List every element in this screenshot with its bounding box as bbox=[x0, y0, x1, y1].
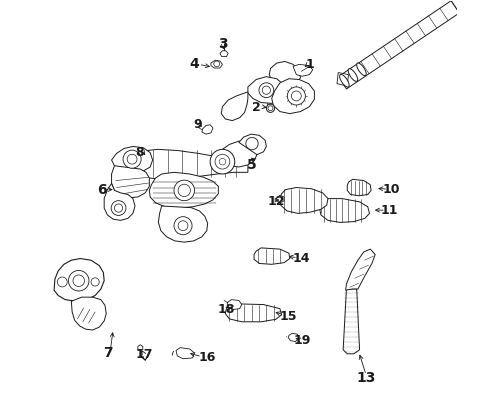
Circle shape bbox=[91, 278, 99, 286]
Text: 8: 8 bbox=[135, 146, 144, 159]
Text: 16: 16 bbox=[198, 351, 216, 365]
Polygon shape bbox=[118, 149, 248, 179]
Polygon shape bbox=[220, 51, 228, 56]
Text: 9: 9 bbox=[194, 118, 202, 131]
Text: 7: 7 bbox=[103, 346, 112, 360]
Polygon shape bbox=[138, 345, 143, 350]
Polygon shape bbox=[346, 249, 375, 290]
Circle shape bbox=[262, 86, 271, 94]
Polygon shape bbox=[280, 187, 328, 213]
Polygon shape bbox=[227, 300, 242, 309]
Ellipse shape bbox=[340, 75, 349, 87]
Text: 4: 4 bbox=[190, 57, 200, 71]
Circle shape bbox=[268, 106, 273, 111]
Polygon shape bbox=[111, 166, 149, 198]
Polygon shape bbox=[158, 206, 208, 242]
Polygon shape bbox=[176, 348, 195, 359]
Text: 17: 17 bbox=[136, 348, 153, 361]
Polygon shape bbox=[293, 64, 313, 76]
Polygon shape bbox=[269, 61, 300, 87]
Polygon shape bbox=[320, 199, 369, 222]
Polygon shape bbox=[272, 79, 314, 114]
Polygon shape bbox=[221, 92, 248, 121]
Polygon shape bbox=[72, 297, 106, 330]
Polygon shape bbox=[239, 134, 267, 154]
Circle shape bbox=[178, 184, 191, 197]
Polygon shape bbox=[225, 304, 282, 322]
Polygon shape bbox=[337, 73, 348, 86]
Polygon shape bbox=[276, 195, 284, 203]
Polygon shape bbox=[338, 1, 459, 89]
Polygon shape bbox=[211, 60, 222, 68]
Polygon shape bbox=[288, 333, 299, 342]
Circle shape bbox=[127, 154, 137, 164]
Circle shape bbox=[174, 180, 195, 201]
Circle shape bbox=[267, 104, 275, 112]
Text: 5: 5 bbox=[247, 158, 257, 172]
Ellipse shape bbox=[357, 63, 366, 76]
Circle shape bbox=[287, 87, 305, 105]
Text: 12: 12 bbox=[268, 195, 285, 208]
Circle shape bbox=[57, 277, 67, 287]
Circle shape bbox=[114, 204, 122, 212]
Circle shape bbox=[123, 150, 141, 168]
Circle shape bbox=[219, 158, 226, 165]
Text: 18: 18 bbox=[218, 303, 235, 316]
Text: 14: 14 bbox=[292, 252, 310, 265]
Text: 2: 2 bbox=[251, 101, 261, 114]
Ellipse shape bbox=[348, 69, 358, 82]
Polygon shape bbox=[222, 141, 257, 167]
Text: 13: 13 bbox=[356, 371, 376, 385]
Text: 10: 10 bbox=[383, 183, 400, 196]
Polygon shape bbox=[104, 183, 135, 220]
Circle shape bbox=[178, 221, 188, 231]
Circle shape bbox=[73, 275, 85, 286]
Polygon shape bbox=[54, 259, 104, 301]
Circle shape bbox=[174, 217, 192, 235]
Circle shape bbox=[111, 201, 126, 215]
Polygon shape bbox=[111, 146, 153, 172]
Polygon shape bbox=[143, 152, 150, 161]
Polygon shape bbox=[248, 77, 286, 103]
Text: 6: 6 bbox=[97, 183, 107, 197]
Polygon shape bbox=[149, 172, 218, 208]
Polygon shape bbox=[347, 179, 371, 196]
Circle shape bbox=[291, 91, 301, 101]
Polygon shape bbox=[254, 248, 290, 265]
Text: 3: 3 bbox=[218, 37, 228, 51]
Text: 11: 11 bbox=[381, 204, 398, 218]
Polygon shape bbox=[268, 101, 273, 106]
Circle shape bbox=[215, 154, 230, 169]
Circle shape bbox=[259, 83, 274, 98]
Circle shape bbox=[210, 149, 235, 174]
Circle shape bbox=[214, 61, 220, 67]
Circle shape bbox=[246, 138, 258, 150]
Text: 19: 19 bbox=[293, 334, 311, 347]
Text: 15: 15 bbox=[279, 309, 297, 323]
Polygon shape bbox=[202, 125, 213, 134]
Text: 1: 1 bbox=[305, 58, 314, 71]
Polygon shape bbox=[343, 289, 359, 354]
Circle shape bbox=[69, 270, 89, 291]
